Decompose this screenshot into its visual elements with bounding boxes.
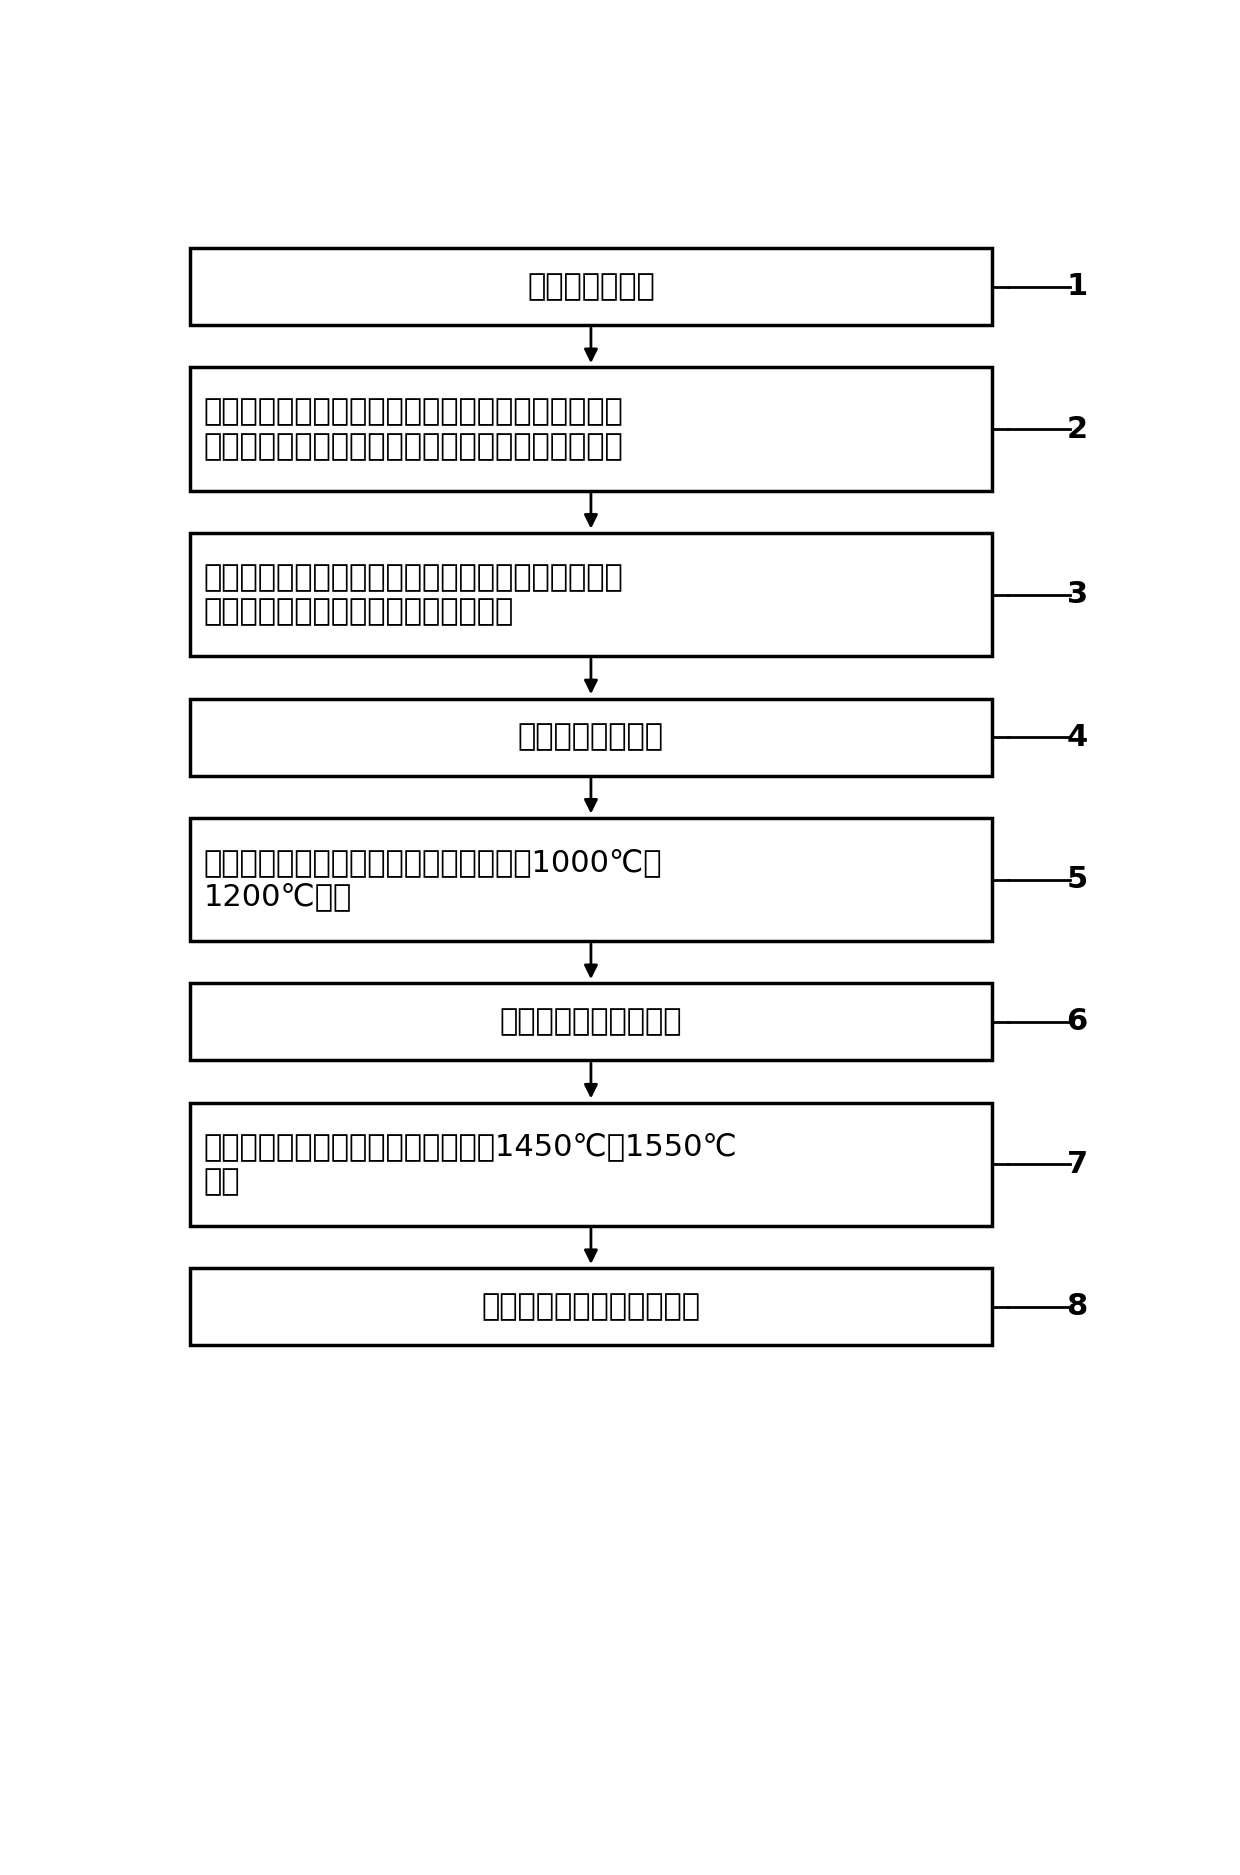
Bar [190, 1102, 992, 1226]
Text: 相应的毛坏管模具中，待其凝固后取出，得到毛坏管: 相应的毛坏管模具中，待其凝固后取出，得到毛坏管 [203, 431, 624, 461]
Bar [190, 248, 992, 324]
Text: 之间: 之间 [203, 1166, 241, 1196]
Text: 4: 4 [1066, 722, 1087, 752]
Text: 1: 1 [1066, 272, 1087, 302]
Bar [190, 984, 992, 1061]
Text: 制作毛坏管，用注射成型机将已调制好的浆料注射到: 制作毛坏管，用注射成型机将已调制好的浆料注射到 [203, 398, 624, 426]
Bar [190, 368, 992, 491]
Text: 调制原料成浆料: 调制原料成浆料 [527, 272, 655, 302]
Text: 对坏体进行检查、修坏: 对坏体进行检查、修坏 [500, 1007, 682, 1037]
Text: 低温预烧结，该低温预烧结的温度控制在1000℃～: 低温预烧结，该低温预烧结的温度控制在1000℃～ [203, 848, 662, 878]
Text: 3: 3 [1066, 579, 1087, 609]
Text: 7: 7 [1066, 1149, 1087, 1179]
Text: 制作坏体，将毛坏管放入吹塑模具中，用气压吹制成: 制作坏体，将毛坏管放入吹塑模具中，用气压吹制成 [203, 562, 624, 592]
Text: 高温烧结，该高温烧结的温度控制在1450℃～1550℃: 高温烧结，该高温烧结的温度控制在1450℃～1550℃ [203, 1132, 738, 1162]
Bar [190, 699, 992, 776]
Text: 2: 2 [1066, 414, 1087, 444]
Text: 1200℃之间: 1200℃之间 [203, 883, 352, 911]
Bar [190, 818, 992, 941]
Text: 一个圆滑过渡的一体式空心物体的坏体: 一个圆滑过渡的一体式空心物体的坏体 [203, 598, 515, 626]
Text: 5: 5 [1066, 864, 1087, 894]
Bar [190, 1268, 992, 1346]
Text: 将坏体脱脂、排塑: 将坏体脱脂、排塑 [518, 722, 663, 752]
Text: 冷却，制得一体式空心物体: 冷却，制得一体式空心物体 [481, 1292, 701, 1322]
Bar [190, 532, 992, 656]
Text: 6: 6 [1066, 1007, 1087, 1037]
Text: 8: 8 [1066, 1292, 1087, 1322]
